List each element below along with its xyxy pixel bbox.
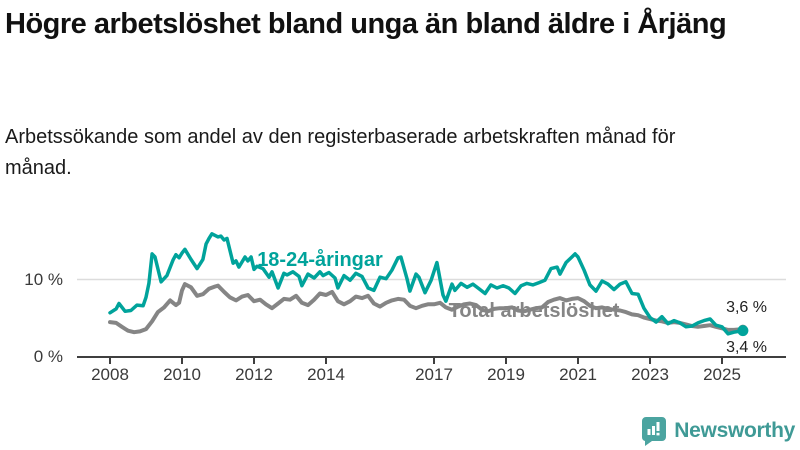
x-tick-label-2017: 2017: [415, 365, 453, 384]
series-label-total: Total arbetslöshet: [448, 300, 620, 322]
x-tick-label-2008: 2008: [91, 365, 129, 384]
y-axis-label-0pct: 0 %: [33, 347, 63, 366]
y-axis-label-10pct: 10 %: [24, 270, 63, 289]
x-tick-label-2025: 2025: [703, 365, 741, 384]
page-title: Högre arbetslöshet bland unga än bland ä…: [5, 8, 727, 40]
page-subtitle: Arbetssökande som andel av den registerb…: [5, 126, 676, 179]
x-tick-label-2023: 2023: [631, 365, 669, 384]
x-tick-label-2014: 2014: [307, 365, 345, 384]
newsworthy-logo-icon: [642, 417, 667, 446]
x-tick-label-2010: 2010: [163, 365, 201, 384]
end-dot-18-24: [737, 325, 749, 337]
series-label-18-24: 18-24-åringar: [257, 249, 383, 271]
newsworthy-brand-text: Newsworthy: [674, 419, 795, 442]
x-tick-label-2021: 2021: [559, 365, 597, 384]
end-value-label-18-24: 3,4 %: [726, 339, 767, 356]
end-value-label-total: 3,6 %: [726, 299, 767, 316]
x-tick-label-2019: 2019: [487, 365, 525, 384]
x-tick-label-2012: 2012: [235, 365, 273, 384]
series-line-total: [108, 282, 745, 335]
series-line-18-24: [108, 232, 745, 336]
line-plot-svg: [77, 232, 786, 364]
newsworthy-logo[interactable]: Newsworthy: [641, 416, 795, 446]
chart-area: 10 % 0 % 2008 2010 2012 2014 2017 2019 2021 202…: [0, 215, 800, 400]
